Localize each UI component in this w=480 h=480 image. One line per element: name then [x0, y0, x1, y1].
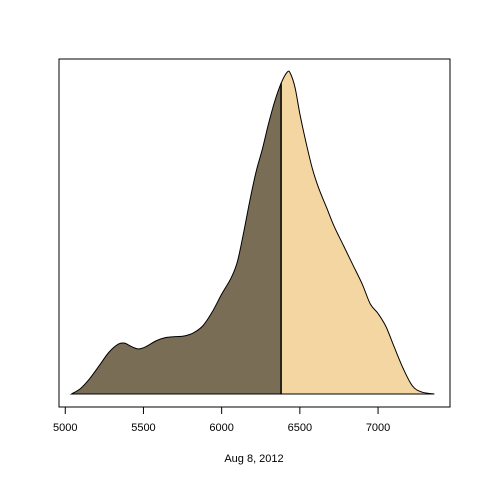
- x-tick-label: 5500: [131, 422, 155, 434]
- x-axis-title: Aug 8, 2012: [224, 453, 283, 465]
- density-marks: [69, 70, 435, 395]
- x-tick-label: 6500: [288, 422, 312, 434]
- x-axis: 5000 5500 6000 6500 7000: [53, 406, 390, 434]
- x-tick-label: 7000: [366, 422, 390, 434]
- density-area-left: [71, 83, 282, 395]
- density-outline: [69, 70, 435, 395]
- x-tick-label: 5000: [53, 422, 77, 434]
- density-area-right: [281, 71, 435, 395]
- x-tick-label: 6000: [209, 422, 233, 434]
